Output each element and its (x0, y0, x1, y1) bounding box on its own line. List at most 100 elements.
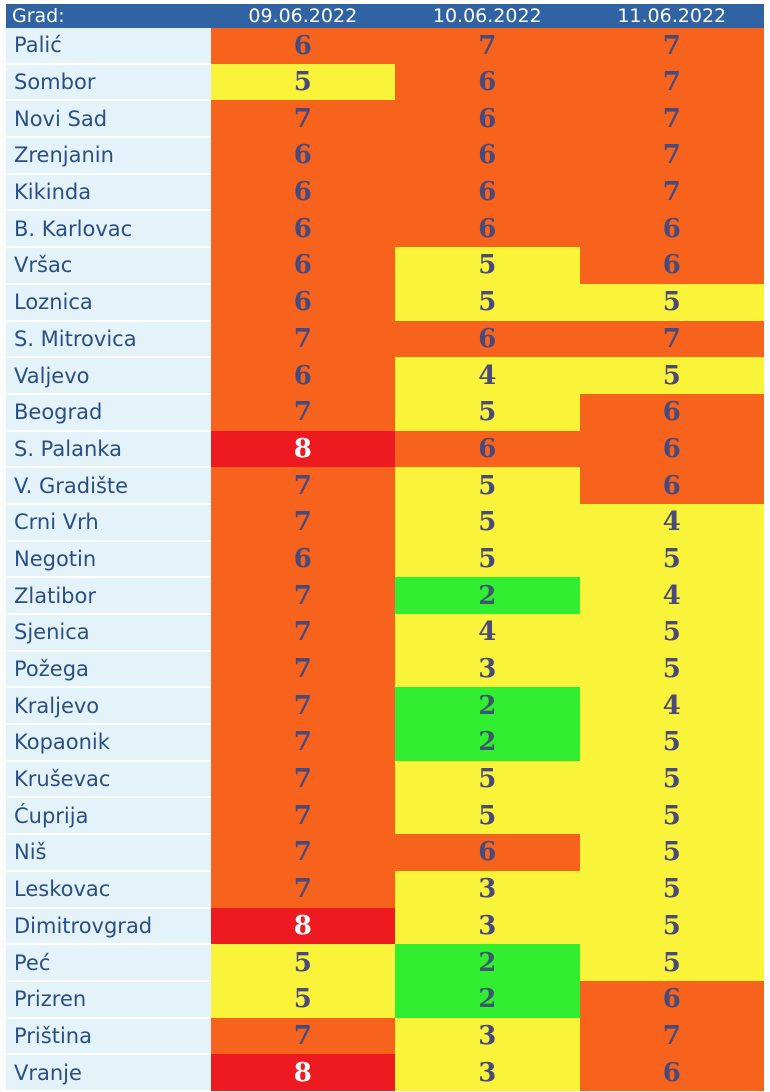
table-row: Kruševac 7 5 5 (6, 760, 764, 799)
uv-value-cell-day-2: 2 (395, 577, 580, 614)
table-row: Beograd 7 5 6 (6, 393, 764, 432)
city-name-cell: Zlatibor (6, 577, 211, 615)
uv-value-cell-day-2: 4 (395, 357, 580, 394)
table-row: Niš 7 6 5 (6, 834, 764, 872)
uv-value-cell-day-3: 7 (579, 173, 764, 211)
table-row: Priština 7 3 7 (6, 1017, 764, 1056)
uv-value-cell-day-1: 7 (210, 834, 396, 871)
city-name-cell: Novi Sad (6, 100, 211, 139)
uv-value-cell-day-2: 3 (395, 1017, 580, 1055)
uv-value-cell-day-2: 6 (395, 137, 580, 174)
column-header-date-1: 09.06.2022 (210, 4, 396, 28)
city-name-cell: Sjenica (6, 614, 211, 652)
uv-value-cell-day-2: 5 (395, 797, 580, 835)
uv-value-cell-day-3: 4 (579, 577, 764, 614)
uv-value-cell-day-3: 5 (579, 614, 764, 651)
uv-value-cell-day-2: 6 (395, 834, 580, 871)
city-name-cell: Ćuprija (6, 797, 211, 836)
table-body: Palić 6 7 7 Sombor 5 6 7 Novi Sad 7 6 7 Zrenjanin 6 6 7… (6, 28, 764, 1092)
table-row: Kopaonik 7 2 5 (6, 724, 764, 762)
table-row: Dimitrovgrad 8 3 5 (6, 907, 764, 946)
uv-value-cell-day-2: 2 (395, 724, 580, 761)
uv-value-cell-day-1: 7 (210, 393, 396, 431)
uv-value-cell-day-3: 5 (579, 834, 764, 871)
column-header-date-3: 11.06.2022 (579, 4, 764, 28)
uv-value-cell-day-2: 5 (395, 540, 580, 578)
uv-value-cell-day-1: 6 (210, 173, 396, 211)
uv-value-cell-day-1: 6 (210, 357, 396, 394)
table-row: B. Karlovac 6 6 6 (6, 210, 764, 249)
uv-value-cell-day-1: 7 (210, 1017, 396, 1055)
table-row: Zrenjanin 6 6 7 (6, 137, 764, 175)
uv-value-cell-day-3: 7 (579, 1017, 764, 1055)
table-row: Ćuprija 7 5 5 (6, 797, 764, 836)
table-row: S. Mitrovica 7 6 7 (6, 320, 764, 359)
city-name-cell: S. Mitrovica (6, 320, 211, 359)
uv-value-cell-day-3: 7 (579, 320, 764, 358)
city-name-cell: B. Karlovac (6, 210, 211, 249)
uv-value-cell-day-3: 6 (579, 430, 764, 468)
uv-value-cell-day-3: 5 (579, 797, 764, 835)
table-header-row: Grad: 09.06.2022 10.06.2022 11.06.2022 (6, 4, 764, 28)
table-row: Leskovac 7 3 5 (6, 870, 764, 909)
uv-value-cell-day-2: 2 (395, 944, 580, 981)
table-row: Kikinda 6 6 7 (6, 173, 764, 212)
uv-value-cell-day-3: 6 (579, 247, 764, 284)
uv-value-cell-day-1: 6 (210, 540, 396, 578)
uv-value-cell-day-1: 7 (210, 100, 396, 138)
table-row: Sombor 5 6 7 (6, 63, 764, 102)
city-name-cell: Palić (6, 28, 211, 65)
uv-value-cell-day-3: 5 (579, 724, 764, 761)
uv-value-cell-day-3: 4 (579, 687, 764, 725)
uv-value-cell-day-1: 8 (210, 1054, 396, 1091)
uv-index-table-container: Grad: 09.06.2022 10.06.2022 11.06.2022 P… (6, 4, 764, 1092)
uv-value-cell-day-1: 7 (210, 320, 396, 358)
city-name-cell: Dimitrovgrad (6, 907, 211, 946)
uv-value-cell-day-3: 7 (579, 63, 764, 101)
city-name-cell: Kopaonik (6, 724, 211, 762)
uv-value-cell-day-1: 8 (210, 430, 396, 468)
table-row: Negotin 6 5 5 (6, 540, 764, 579)
city-name-cell: Sombor (6, 63, 211, 102)
uv-value-cell-day-1: 7 (210, 760, 396, 798)
uv-value-cell-day-1: 7 (210, 797, 396, 835)
uv-value-cell-day-2: 3 (395, 907, 580, 945)
uv-value-cell-day-3: 5 (579, 944, 764, 981)
uv-value-cell-day-2: 5 (395, 283, 580, 321)
uv-value-cell-day-3: 4 (579, 503, 764, 541)
uv-value-cell-day-3: 7 (579, 28, 764, 64)
uv-value-cell-day-2: 3 (395, 1054, 580, 1091)
table-row: Požega 7 3 5 (6, 650, 764, 689)
uv-value-cell-day-3: 5 (579, 870, 764, 908)
uv-value-cell-day-2: 6 (395, 320, 580, 358)
uv-value-cell-day-2: 6 (395, 430, 580, 468)
table-row: Crni Vrh 7 5 4 (6, 503, 764, 542)
uv-value-cell-day-1: 6 (210, 137, 396, 174)
uv-value-cell-day-3: 5 (579, 540, 764, 578)
uv-value-cell-day-2: 5 (395, 247, 580, 284)
uv-value-cell-day-3: 6 (579, 1054, 764, 1091)
table-row: Valjevo 6 4 5 (6, 357, 764, 395)
city-name-cell: Kraljevo (6, 687, 211, 726)
table-row: Kraljevo 7 2 4 (6, 687, 764, 726)
uv-value-cell-day-2: 5 (395, 393, 580, 431)
city-name-cell: Beograd (6, 393, 211, 432)
uv-value-cell-day-1: 7 (210, 503, 396, 541)
table-row: Prizren 5 2 6 (6, 980, 764, 1019)
table-row: Vranje 8 3 6 (6, 1054, 764, 1092)
uv-value-cell-day-3: 5 (579, 283, 764, 321)
uv-value-cell-day-3: 6 (579, 980, 764, 1018)
uv-value-cell-day-3: 6 (579, 210, 764, 248)
uv-value-cell-day-2: 4 (395, 614, 580, 651)
uv-value-cell-day-2: 5 (395, 467, 580, 504)
city-name-cell: Požega (6, 650, 211, 689)
uv-value-cell-day-3: 5 (579, 760, 764, 798)
uv-value-cell-day-1: 7 (210, 724, 396, 761)
uv-value-cell-day-1: 5 (210, 63, 396, 101)
city-name-cell: Kikinda (6, 173, 211, 212)
uv-value-cell-day-1: 8 (210, 907, 396, 945)
table-row: Peć 5 2 5 (6, 944, 764, 982)
uv-value-cell-day-3: 6 (579, 467, 764, 504)
uv-value-cell-day-1: 7 (210, 650, 396, 688)
table-row: Loznica 6 5 5 (6, 283, 764, 322)
